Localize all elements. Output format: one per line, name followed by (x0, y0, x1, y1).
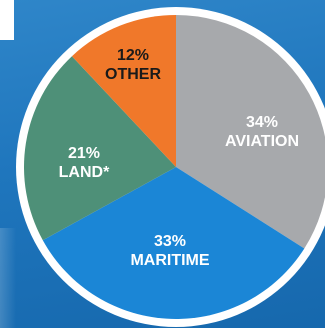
pie-category-label: LAND* (59, 164, 110, 181)
pie-percent-label: 34% (246, 114, 278, 131)
pie-percent-label: 12% (117, 47, 149, 64)
pie-slice-maritime (42, 167, 305, 320)
pie-percent-label: 33% (154, 233, 186, 250)
pie-category-label: AVIATION (225, 133, 299, 150)
pie-slice-aviation (176, 15, 325, 249)
pie-slice-other (71, 15, 176, 167)
corner-block (0, 0, 14, 40)
pie-slices (23, 15, 325, 320)
pie-slice-land (23, 56, 177, 241)
pie-labels: 34% AVIATION 33% MARITIME 21% LAND* 12% OTHER (59, 47, 299, 269)
pie-category-label: OTHER (105, 66, 161, 83)
pie-category-label: MARITIME (130, 252, 209, 269)
pie-percent-label: 21% (68, 145, 100, 162)
edge-glow (0, 228, 16, 328)
